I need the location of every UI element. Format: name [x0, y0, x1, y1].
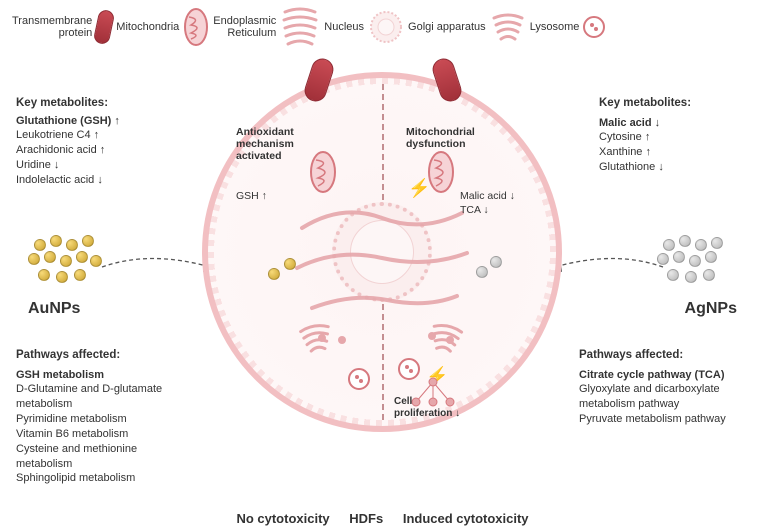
left-metabolites: Key metabolites: Glutathione (GSH) ↑ Leu…: [16, 96, 181, 188]
heading: Pathways affected:: [16, 348, 186, 364]
golgi-icon: [490, 12, 526, 42]
pathway-item: Sphingolipid metabolism: [16, 471, 186, 486]
pathway-item: D-Glutamine and D-glutamate metabolism: [16, 382, 186, 412]
legend-mitochondria: Mitochondria: [116, 7, 209, 47]
agnp-label: AgNPs: [685, 300, 737, 318]
endoplasmic-reticulum-icon: [280, 4, 320, 50]
legend-label: Transmembrane protein: [12, 15, 92, 39]
golgi-icon: [296, 320, 337, 356]
lysosome-icon: [398, 358, 420, 380]
metabolite-item: Leukotriene C4 ↑: [16, 128, 181, 143]
legend-row: Transmembrane protein Mitochondria Endop…: [0, 4, 765, 50]
proliferation-label: Cell proliferation ↓: [394, 396, 484, 419]
metabolite-item: Uridine ↓: [16, 158, 181, 173]
legend-lysosome: Lysosome: [530, 16, 606, 38]
bolt-icon: ⚡: [408, 178, 430, 199]
nucleus-icon: [368, 9, 404, 45]
hdfs-label: HDFs: [349, 511, 383, 526]
heading: Key metabolites:: [599, 96, 749, 112]
malic-label: Malic acid ↓: [460, 190, 515, 202]
legend-er: Endoplasmic Reticulum: [213, 4, 320, 50]
pathway-item: Pyruvate metabolism pathway: [579, 412, 749, 427]
mitochondria-icon: [183, 7, 209, 47]
left-pathways: Pathways affected: GSH metabolism D-Glut…: [16, 348, 186, 486]
pathway-item: Glyoxylate and dicarboxylate metabolism …: [579, 382, 749, 412]
ag-np-icon: [490, 256, 502, 268]
legend-transmembrane: Transmembrane protein: [12, 10, 112, 44]
metabolite-bold: Glutathione (GSH) ↑: [16, 114, 181, 129]
legend-label: Golgi apparatus: [408, 21, 486, 33]
cell: ⚡ ⚡ Antioxidant mechanism activated GSH …: [202, 72, 562, 432]
mitochondria-icon: [426, 150, 456, 194]
pathway-item: Vitamin B6 metabolism: [16, 427, 186, 442]
heading: Key metabolites:: [16, 96, 181, 112]
aunp-cluster: [28, 235, 108, 305]
pathway-bold: GSH metabolism: [16, 368, 186, 383]
legend-label: Mitochondria: [116, 21, 179, 33]
metabolite-bold: Malic acid ↓: [599, 116, 749, 131]
legend-nucleus: Nucleus: [324, 9, 404, 45]
transmembrane-protein-icon: [96, 10, 112, 44]
legend-label: Endoplasmic Reticulum: [213, 15, 276, 39]
metabolite-item: Glutathione ↓: [599, 160, 749, 175]
lysosome-icon: [583, 16, 605, 38]
metabolite-item: Xanthine ↑: [599, 145, 749, 160]
metabolite-item: Cytosine ↑: [599, 130, 749, 145]
heading: Pathways affected:: [579, 348, 749, 364]
aunp-label: AuNPs: [28, 300, 80, 318]
au-np-icon: [268, 268, 280, 280]
bottom-row: No cytotoxicity HDFs Induced cytotoxicit…: [0, 511, 765, 526]
metabolite-item: Arachidonic acid ↑: [16, 143, 181, 158]
transmembrane-protein-icon: [430, 56, 465, 105]
metabolite-item: Indolelactic acid ↓: [16, 173, 181, 188]
lysosome-icon: [348, 368, 370, 390]
pathway-item: Pyrimidine metabolism: [16, 412, 186, 427]
agnp-cluster: [657, 235, 737, 305]
pathway-bold: Citrate cycle pathway (TCA): [579, 368, 749, 383]
transmembrane-protein-icon: [302, 56, 337, 105]
golgi-icon: [425, 320, 466, 357]
ag-np-icon: [476, 266, 488, 278]
gsh-label: GSH ↑: [236, 190, 267, 202]
legend-label: Lysosome: [530, 21, 580, 33]
antioxidant-label: Antioxidant mechanism activated: [236, 126, 326, 162]
tca-label: TCA ↓: [460, 204, 489, 216]
right-metabolites: Key metabolites: Malic acid ↓ Cytosine ↑…: [599, 96, 749, 175]
au-np-icon: [284, 258, 296, 270]
induced-cytotoxicity-label: Induced cytotoxicity: [403, 511, 529, 526]
mito-dysfunction-label: Mitochondrial dysfunction: [406, 126, 506, 150]
legend-label: Nucleus: [324, 21, 364, 33]
legend-golgi: Golgi apparatus: [408, 12, 526, 42]
right-pathways: Pathways affected: Citrate cycle pathway…: [579, 348, 749, 427]
pathway-item: Cysteine and methionine metabolism: [16, 442, 186, 472]
no-cytotoxicity-label: No cytotoxicity: [236, 511, 329, 526]
